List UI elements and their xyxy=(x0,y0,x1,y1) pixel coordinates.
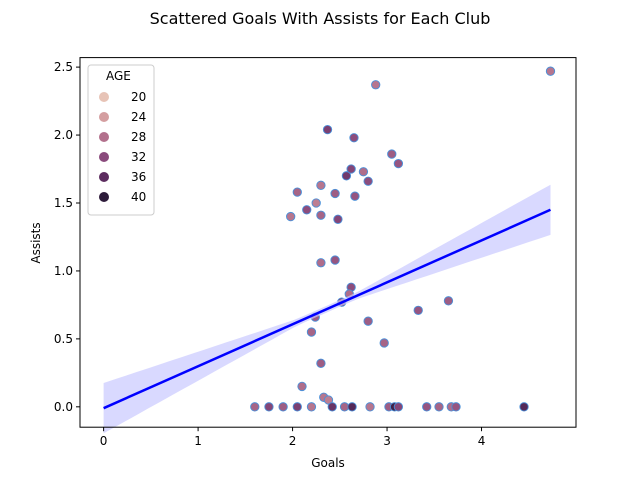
legend-marker xyxy=(99,112,109,122)
data-point xyxy=(358,167,369,177)
data-point xyxy=(286,211,296,222)
data-point xyxy=(327,402,337,412)
data-point xyxy=(365,402,375,412)
data-point xyxy=(311,198,321,208)
data-point xyxy=(341,171,352,181)
data-point xyxy=(422,402,432,412)
data-point xyxy=(250,402,260,412)
x-tick-label: 1 xyxy=(194,434,202,448)
chart-title: Scattered Goals With Assists for Each Cl… xyxy=(150,9,491,28)
legend-label: 40 xyxy=(131,190,146,204)
data-point xyxy=(413,305,423,315)
y-tick-label: 0.0 xyxy=(54,400,73,414)
data-point xyxy=(393,158,404,169)
legend-marker xyxy=(99,192,109,202)
data-point xyxy=(371,80,381,90)
data-point xyxy=(292,402,302,412)
legend-label: 20 xyxy=(131,90,146,104)
data-point xyxy=(443,296,454,306)
y-tick-label: 2.0 xyxy=(54,128,73,142)
data-point xyxy=(350,191,360,201)
x-tick-label: 4 xyxy=(478,434,486,448)
data-point xyxy=(434,402,444,412)
data-point xyxy=(387,149,397,159)
data-point xyxy=(545,66,556,76)
legend: AGE 20 24 28 32 36 40 xyxy=(87,64,155,216)
data-point xyxy=(519,402,529,412)
legend-label: 36 xyxy=(131,170,146,184)
data-point xyxy=(278,402,288,412)
x-tick-label: 2 xyxy=(289,434,297,448)
regression-line xyxy=(103,208,551,410)
x-axis-label: Goals xyxy=(311,456,345,470)
legend-entries: 20 24 28 32 36 40 xyxy=(99,90,146,204)
legend-label: 24 xyxy=(131,110,146,124)
legend-label: 32 xyxy=(131,150,146,164)
data-point xyxy=(363,316,373,326)
data-point xyxy=(306,402,317,412)
axis-ticks: 0 1 2 3 4 0.0 0.5 1.0 1.5 2.0 2.5 xyxy=(54,60,485,448)
legend-marker xyxy=(99,92,109,102)
axes-frame xyxy=(79,57,577,428)
y-tick-label: 0.5 xyxy=(54,332,73,346)
data-point xyxy=(297,381,307,392)
legend-title: AGE xyxy=(106,69,131,83)
data-point xyxy=(306,327,317,337)
data-point xyxy=(451,402,461,412)
data-point xyxy=(330,188,340,199)
data-point xyxy=(347,402,357,412)
y-tick-label: 1.5 xyxy=(54,196,73,210)
data-point xyxy=(264,402,274,412)
data-point xyxy=(330,255,340,265)
data-point xyxy=(316,180,326,190)
legend-marker xyxy=(99,172,109,182)
data-point xyxy=(393,402,404,412)
data-point xyxy=(316,258,326,268)
y-tick-label: 2.5 xyxy=(54,60,73,74)
legend-marker xyxy=(99,152,109,162)
data-point xyxy=(379,338,389,348)
x-tick-label: 3 xyxy=(383,434,391,448)
y-axis-label: Assists xyxy=(29,222,43,263)
legend-label: 28 xyxy=(131,130,146,144)
data-point xyxy=(333,214,343,224)
data-point xyxy=(322,124,333,135)
y-tick-label: 1.0 xyxy=(54,264,73,278)
data-point xyxy=(292,187,302,197)
plot-area xyxy=(103,66,556,434)
data-point xyxy=(349,133,359,143)
data-point xyxy=(316,210,326,220)
data-point xyxy=(302,205,312,215)
data-point xyxy=(316,358,326,368)
data-point xyxy=(363,176,373,186)
data-point xyxy=(346,164,356,174)
x-tick-label: 0 xyxy=(100,434,108,448)
legend-marker xyxy=(99,132,109,142)
